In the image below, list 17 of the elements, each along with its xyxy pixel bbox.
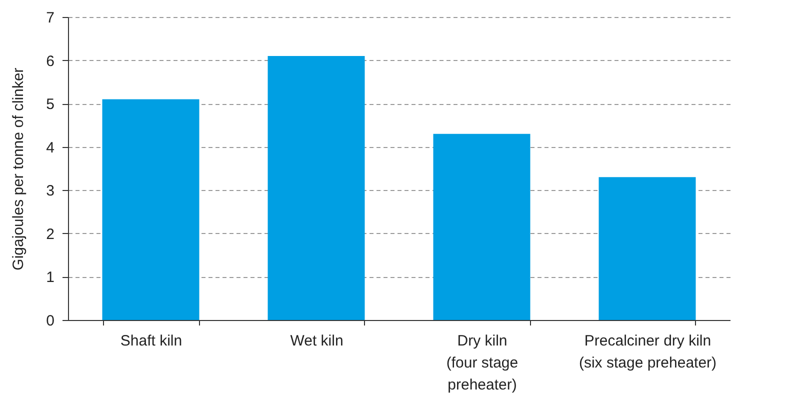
x-tick-label: Wet kiln <box>290 332 344 350</box>
x-tick-label: Dry kiln (four stage preheater) <box>446 332 518 394</box>
y-tick-label: 6 <box>46 52 54 70</box>
y-tick-label: 3 <box>46 182 54 200</box>
bar <box>433 134 530 320</box>
bar <box>102 99 200 320</box>
x-tick-label: Shaft kiln <box>120 332 182 350</box>
bar <box>598 177 696 320</box>
y-tick-label: 4 <box>46 139 54 156</box>
y-tick-label: 5 <box>46 96 54 114</box>
y-tick-label: 7 <box>46 10 54 26</box>
bar <box>268 56 365 320</box>
y-tick-label: 1 <box>46 269 54 286</box>
y-tick-label: 0 <box>46 312 54 330</box>
y-axis-title: Gigajoules per tonne of clinker <box>10 68 28 270</box>
x-tick-label: Precalciner dry kiln (six stage preheater) <box>578 332 717 372</box>
y-tick-label: 2 <box>46 226 54 243</box>
